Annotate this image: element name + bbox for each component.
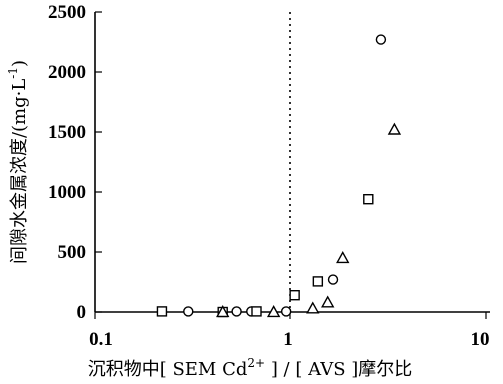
y-axis-title: 间隙水金属浓度/(mg·L-1)	[6, 60, 30, 264]
y-tick-label-1000: 1000	[48, 182, 86, 203]
y-axis: 0 500 1000 1500 2000 2500	[48, 2, 102, 323]
x-tick-label-0.1: 0.1	[89, 329, 113, 350]
triangle-marker-4	[336, 251, 350, 264]
triangle-marker-0	[216, 305, 230, 318]
y-tick-label-2500: 2500	[48, 2, 86, 23]
circle-marker-3	[280, 306, 292, 317]
data-markers	[156, 34, 402, 318]
triangle-marker-5	[387, 122, 402, 135]
y-tick-label-2000: 2000	[48, 62, 86, 83]
y-tick-label-500: 500	[58, 242, 87, 263]
y-tick-label-0: 0	[77, 302, 87, 323]
circle-marker-1	[231, 306, 242, 317]
square-marker-0	[156, 306, 168, 317]
square-marker-2	[251, 306, 262, 317]
y-tick-label-1500: 1500	[48, 122, 86, 143]
x-axis-title-text: 沉积物中[ SEM Cd	[88, 359, 248, 380]
x-tick-label-10: 10	[471, 329, 490, 350]
triangle-marker-1	[266, 305, 281, 318]
x-axis-title: 沉积物中[ SEM Cd2+ ] / [ AVS ]摩尔比	[88, 356, 413, 380]
circle-marker-0	[183, 306, 194, 317]
triangle-marker-2	[306, 301, 320, 314]
x-axis-title-superscript: 2+	[247, 356, 265, 370]
square-marker-3	[289, 290, 300, 301]
circle-marker-5	[375, 34, 387, 45]
circle-marker-4	[327, 274, 339, 285]
y-axis-title-text: 间隙水金属浓度/(mg·L	[9, 79, 30, 264]
y-axis-title-superscript: -1	[6, 67, 20, 79]
triangle-marker-3	[321, 295, 335, 308]
x-tick-label-1: 1	[283, 329, 293, 350]
square-marker-4	[312, 276, 324, 287]
square-marker-5	[363, 193, 374, 205]
x-axis: 0.1 1 10	[89, 311, 490, 350]
x-axis-title-text-end: ] / [ AVS ]摩尔比	[265, 359, 412, 380]
y-axis-title-text-end: )	[9, 60, 30, 67]
